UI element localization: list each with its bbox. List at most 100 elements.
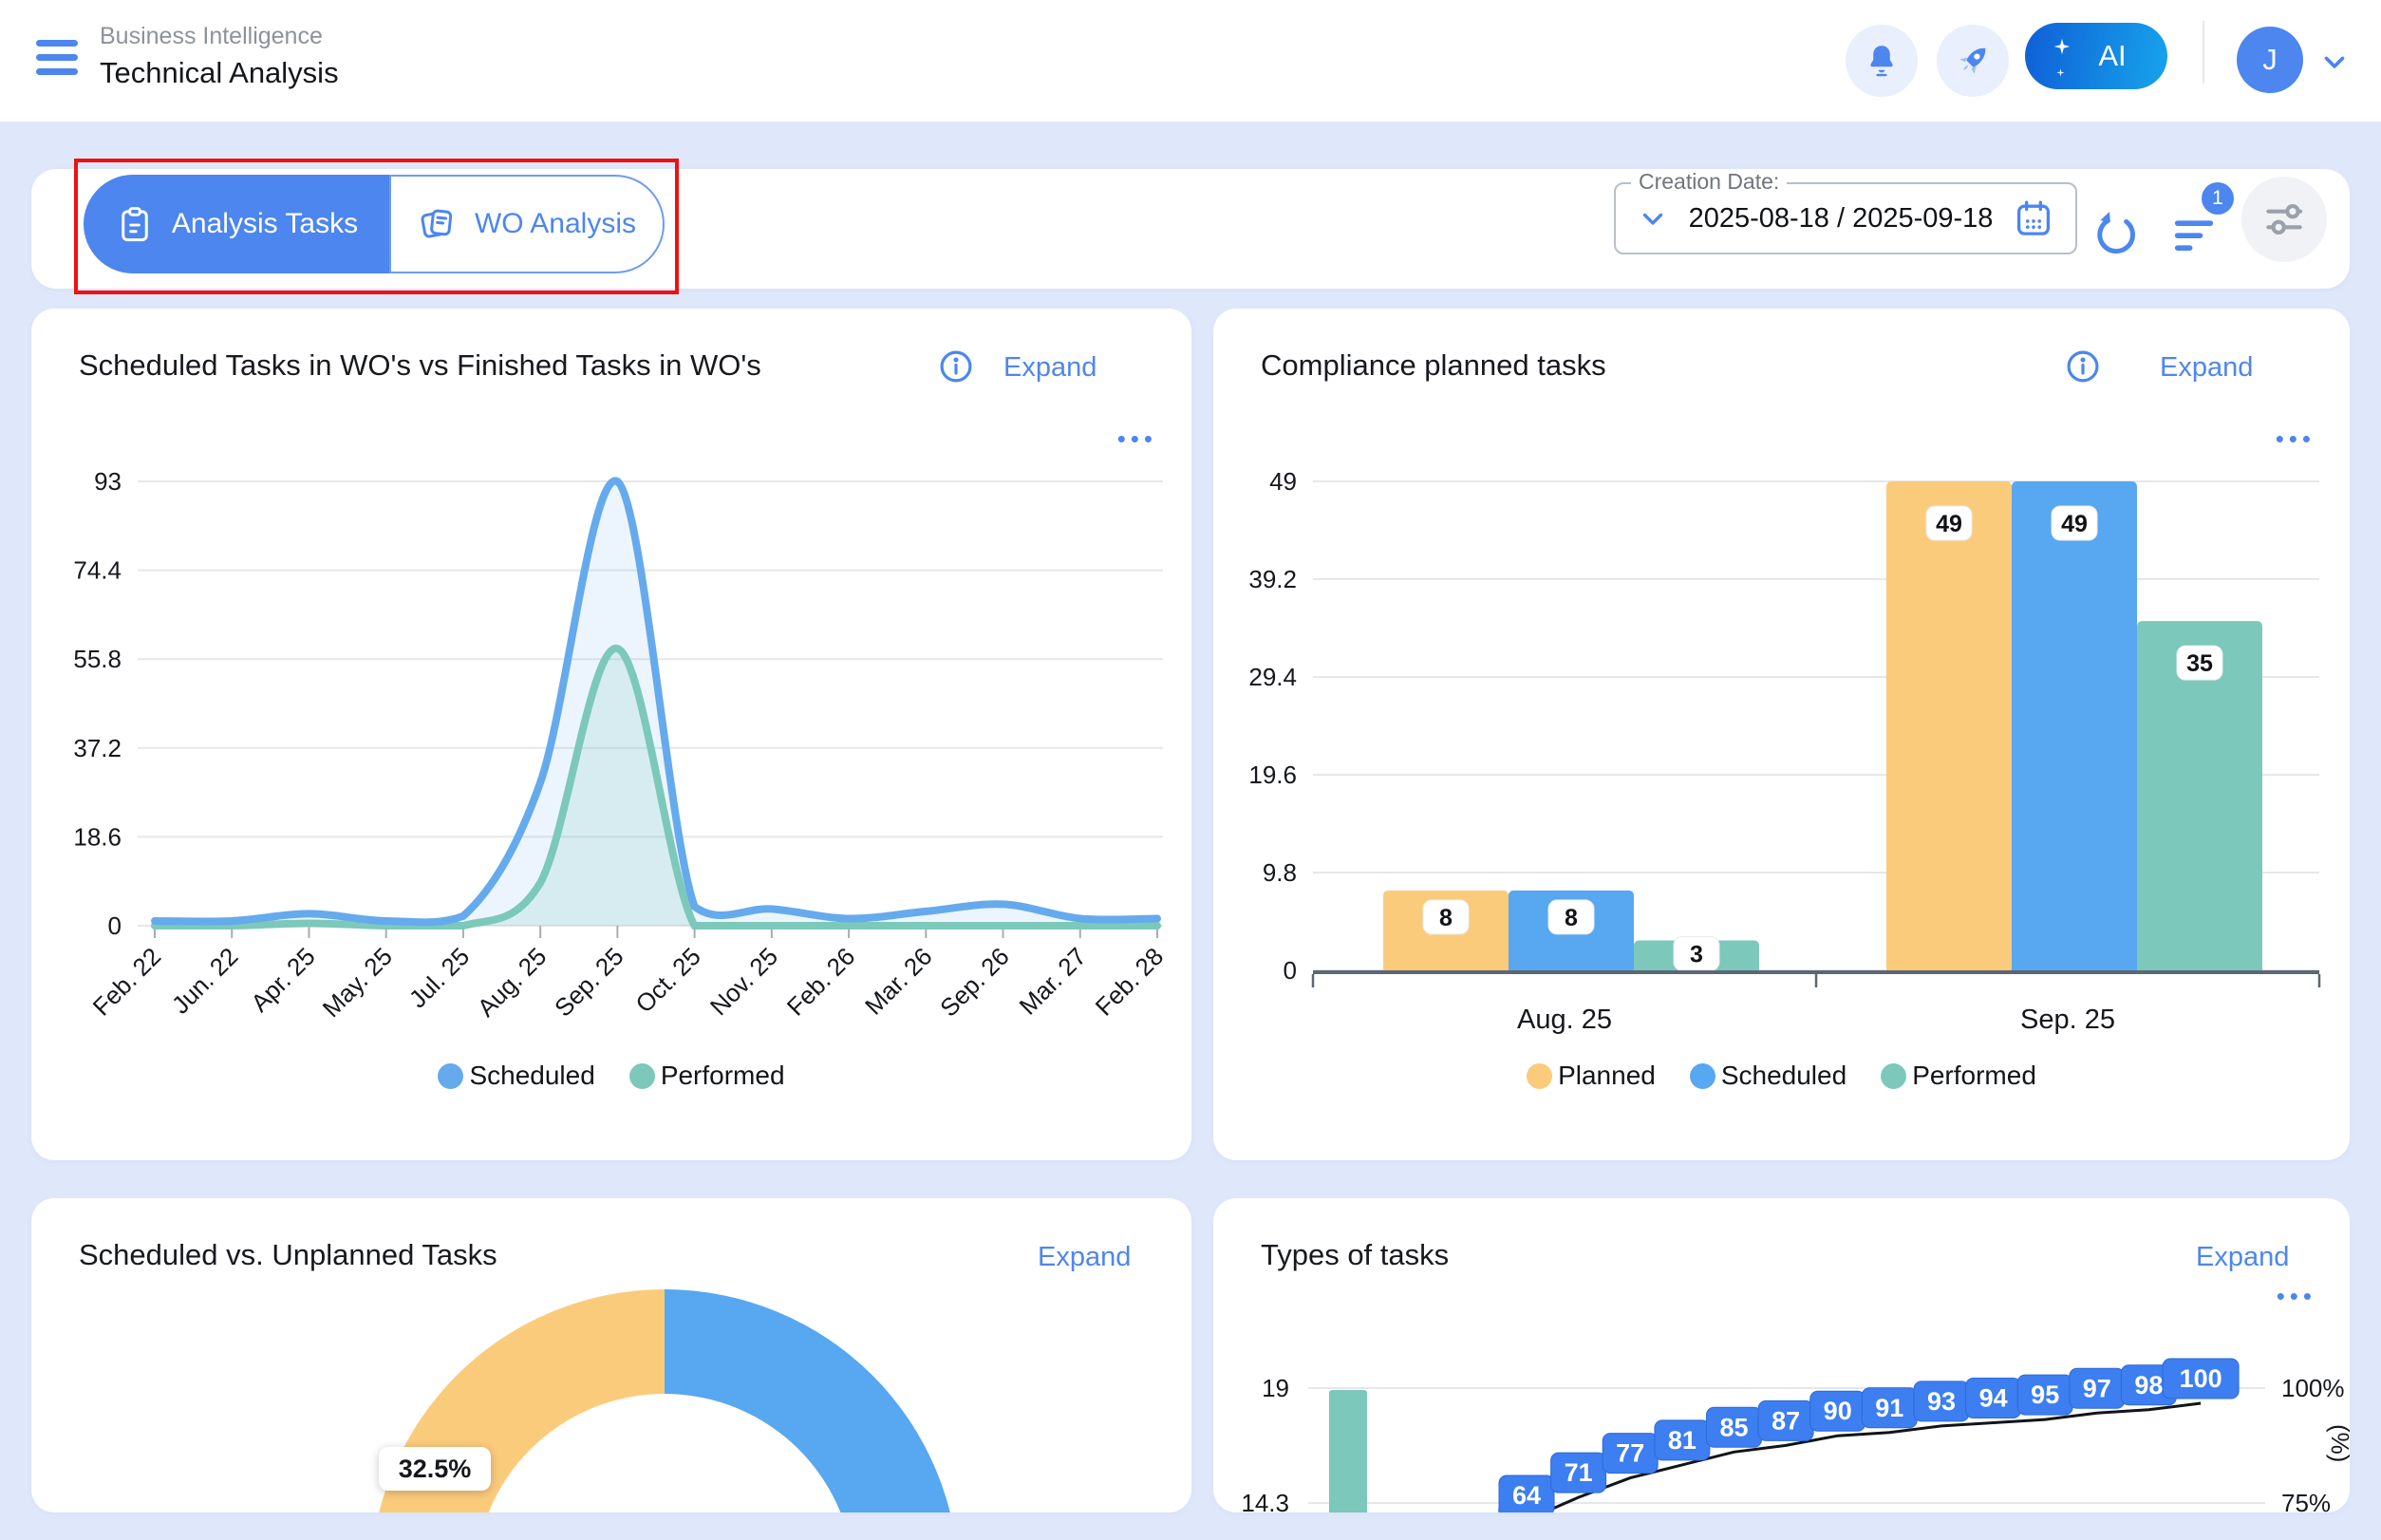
pareto-chart-canvas[interactable]: 19 100% 14.3 75% 64 71 77 81 85 87 90 91 93 94 95 97 98 1…	[1213, 1331, 2350, 1512]
svg-text:Sep. 26: Sep. 26	[934, 942, 1015, 1023]
info-icon[interactable]	[938, 348, 974, 385]
expand-button[interactable]: Expand	[2196, 1242, 2290, 1272]
ai-label: AI	[2098, 39, 2127, 72]
rocket-icon	[1959, 47, 1986, 75]
launch-button[interactable]	[1937, 25, 2009, 97]
sparkle-small-icon	[2056, 68, 2065, 77]
more-options-icon[interactable]: •••	[2275, 424, 2315, 453]
chevron-down-icon[interactable]	[2318, 46, 2351, 78]
settings-button[interactable]	[2241, 177, 2327, 262]
svg-text:87: 87	[1772, 1406, 1800, 1435]
svg-text:Feb. 28: Feb. 28	[1090, 942, 1170, 1022]
tab-wo-analysis[interactable]: WO Analysis	[389, 175, 665, 273]
header-divider	[2203, 21, 2204, 84]
ai-assistant-button[interactable]: AI	[2025, 23, 2167, 89]
svg-text:91: 91	[1875, 1394, 1903, 1422]
svg-text:(%): (%)	[2326, 1424, 2350, 1462]
svg-text:Feb. 22: Feb. 22	[87, 942, 167, 1022]
card-scheduled-vs-unplanned: Scheduled vs. Unplanned Tasks Expand 32.…	[31, 1198, 1191, 1512]
card-title: Types of tasks	[1261, 1238, 1450, 1271]
avatar[interactable]: J	[2237, 27, 2303, 93]
legend-item[interactable]: Performed	[628, 1061, 785, 1091]
svg-text:Mar. 26: Mar. 26	[859, 942, 938, 1021]
card-compliance-planned: Compliance planned tasks Expand ••• 49 39…	[1213, 309, 2350, 1160]
legend-label: Scheduled	[469, 1061, 595, 1090]
calendar-icon[interactable]	[2013, 197, 2054, 239]
legend-item[interactable]: Scheduled	[438, 1061, 595, 1091]
legend-swatch	[628, 1062, 655, 1089]
svg-text:77: 77	[1616, 1439, 1644, 1468]
svg-text:97: 97	[2083, 1374, 2111, 1402]
analysis-tabs: Analysis Tasks WO Analysis	[84, 175, 665, 273]
svg-text:35: 35	[2186, 650, 2213, 677]
refresh-icon[interactable]	[2091, 209, 2141, 258]
svg-text:90: 90	[1824, 1397, 1852, 1425]
svg-text:May. 25: May. 25	[317, 942, 398, 1023]
svg-text:95: 95	[2031, 1380, 2059, 1409]
notifications-button[interactable]	[1846, 25, 1918, 97]
svg-text:55.8: 55.8	[73, 645, 122, 673]
legend-label: Scheduled	[1720, 1061, 1847, 1090]
svg-text:100: 100	[2180, 1364, 2222, 1393]
card-title: Scheduled vs. Unplanned Tasks	[79, 1238, 497, 1271]
tab-analysis-tasks[interactable]: Analysis Tasks	[84, 175, 389, 273]
info-icon[interactable]	[2065, 348, 2101, 385]
svg-text:94: 94	[1979, 1384, 2008, 1413]
legend-swatch	[1689, 1062, 1715, 1089]
svg-text:Jul. 25: Jul. 25	[403, 942, 475, 1013]
svg-text:Jun. 22: Jun. 22	[166, 942, 244, 1020]
svg-text:98: 98	[2134, 1371, 2163, 1399]
svg-text:81: 81	[1668, 1426, 1697, 1455]
filter-icon[interactable]	[2169, 209, 2219, 258]
svg-text:Aug. 25: Aug. 25	[472, 942, 553, 1023]
chart-legend: Scheduled Performed	[31, 1061, 1191, 1091]
chevron-down-icon[interactable]	[1637, 202, 1669, 235]
svg-text:93: 93	[94, 467, 122, 496]
legend-item[interactable]: Scheduled	[1689, 1061, 1847, 1091]
legend-swatch	[1881, 1062, 1907, 1089]
legend-item[interactable]: Planned	[1527, 1061, 1656, 1091]
legend-label: Performed	[1912, 1061, 2036, 1090]
bar-chart-canvas[interactable]: 49 39.2 29.4 19.6 9.8 0 8 49 8 49 3 35 Aug. 25 Sep. 2…	[1213, 451, 2350, 1040]
clipboard-icon	[122, 207, 148, 242]
filter-toolbar: Analysis Tasks WO Analysis Creation Date…	[31, 169, 2350, 289]
expand-button[interactable]: Expand	[1003, 352, 1097, 383]
svg-text:Feb. 26: Feb. 26	[781, 942, 861, 1022]
svg-text:19: 19	[1262, 1374, 1289, 1402]
svg-text:75%: 75%	[2281, 1489, 2331, 1512]
svg-text:18.6: 18.6	[73, 822, 122, 851]
chart-legend: Planned Scheduled Performed	[1213, 1061, 2350, 1091]
hamburger-menu-icon[interactable]	[36, 40, 78, 78]
svg-text:100%: 100%	[2281, 1374, 2345, 1402]
more-options-icon[interactable]: •••	[1116, 424, 1157, 453]
svg-text:Sep. 25: Sep. 25	[2020, 1005, 2115, 1035]
svg-text:39.2: 39.2	[1248, 565, 1297, 593]
svg-text:3: 3	[1690, 941, 1703, 967]
svg-text:71: 71	[1565, 1458, 1593, 1487]
legend-item[interactable]: Performed	[1881, 1061, 2036, 1091]
sparkle-icon	[2053, 38, 2071, 55]
creation-date-value: 2025-08-18 / 2025-09-18	[1688, 202, 1994, 234]
card-types-of-tasks: Types of tasks Expand ••• 19 100% 14.3 75% 6…	[1213, 1198, 2350, 1512]
expand-button[interactable]: Expand	[2160, 352, 2254, 383]
svg-text:74.4: 74.4	[73, 556, 122, 585]
svg-text:Oct. 25: Oct. 25	[629, 942, 705, 1018]
svg-text:49: 49	[1269, 467, 1297, 496]
expand-button[interactable]: Expand	[1038, 1242, 1132, 1272]
bell-icon	[1870, 46, 1893, 77]
svg-text:64: 64	[1512, 1481, 1541, 1510]
legend-swatch	[438, 1062, 464, 1089]
svg-text:Mar. 27: Mar. 27	[1013, 942, 1092, 1021]
creation-date-field[interactable]: Creation Date: 2025-08-18 / 2025-09-18	[1614, 169, 2077, 254]
svg-text:49: 49	[2061, 511, 2088, 537]
svg-text:9.8: 9.8	[1263, 858, 1297, 887]
legend-swatch	[1527, 1062, 1553, 1089]
svg-text:8: 8	[1439, 905, 1453, 931]
svg-text:49: 49	[1936, 511, 1962, 537]
wo-cards-icon	[421, 209, 453, 238]
legend-label: Performed	[660, 1061, 785, 1090]
page-title: Technical Analysis	[100, 56, 339, 89]
more-options-icon[interactable]: •••	[2276, 1282, 2316, 1310]
